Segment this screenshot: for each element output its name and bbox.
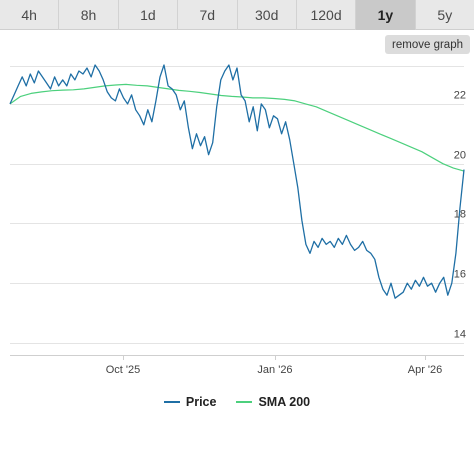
x-tick-label: Oct '25 [106, 364, 141, 376]
sma200-line [9, 83, 465, 172]
range-tab-5y[interactable]: 5y [437, 7, 453, 23]
y-tick-label: 18 [454, 209, 466, 221]
y-tick-label: 20 [454, 150, 466, 162]
price-chart: Oct '25 Jan '26 Apr '26 14 16 18 20 22 [9, 64, 466, 376]
grid-lines [10, 66, 464, 344]
range-tab-120d[interactable]: 120d [297, 0, 357, 30]
chart-legend: Price SMA 200 [0, 392, 474, 412]
legend-label-price: Price [185, 395, 217, 409]
range-tab-8h[interactable]: 8h [59, 0, 119, 30]
legend-item-price[interactable]: Price [163, 395, 217, 409]
x-tick-label: Apr '26 [408, 364, 443, 376]
range-tab-1d[interactable]: 1d [119, 0, 179, 30]
y-tick-label: 22 [454, 90, 466, 102]
range-tab-1y[interactable]: 1y [356, 0, 416, 30]
range-tab-30d[interactable]: 30d [238, 0, 297, 30]
price-line [9, 64, 465, 299]
y-axis-labels: 14 16 18 20 22 [454, 90, 466, 341]
remove-graph-button[interactable]: remove graph [385, 35, 470, 54]
y-tick-label: 16 [454, 269, 466, 281]
range-tab-4h[interactable]: 4h [0, 0, 60, 30]
x-tick-label: Jan '26 [257, 364, 292, 376]
x-axis-ticks: Oct '25 Jan '26 Apr '26 [10, 355, 464, 376]
legend-swatch-sma200 [236, 401, 253, 403]
series-lines [9, 64, 465, 299]
time-range-tabs: 4h 8h 1d 7d 30d 120d 1y 5y [0, 0, 474, 30]
legend-item-sma200[interactable]: SMA 200 [236, 395, 310, 409]
y-tick-label: 14 [454, 329, 466, 341]
legend-label-sma200: SMA 200 [258, 395, 311, 409]
legend-swatch-price [163, 401, 180, 403]
range-tab-7d[interactable]: 7d [178, 0, 238, 30]
